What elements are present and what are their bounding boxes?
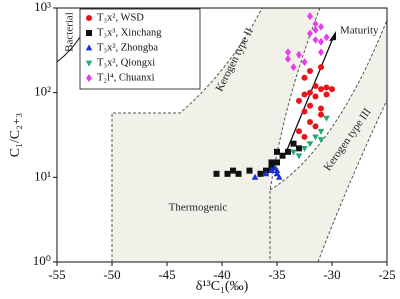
legend-label: T₃x², Qiongxi	[97, 57, 155, 68]
legend-label: T₃x², Zhongba	[97, 42, 158, 53]
y-tick-label: 10⁰	[33, 253, 51, 268]
point	[275, 173, 283, 180]
point	[301, 74, 308, 81]
legend-marker	[86, 30, 92, 36]
point	[274, 148, 280, 155]
point	[307, 68, 313, 75]
point	[323, 33, 330, 42]
point	[312, 26, 319, 34]
point	[307, 12, 313, 21]
point	[307, 29, 313, 38]
kerogen-iii-boundary	[269, 19, 388, 263]
point	[301, 133, 308, 140]
legend-label: T₂l⁴, Chuanxi	[97, 72, 155, 83]
y-tick-label: 10³	[34, 0, 51, 14]
point	[312, 35, 319, 44]
y-axis-label: C₁/C₂₊₃	[8, 113, 23, 158]
legend-marker	[86, 15, 92, 21]
point	[285, 48, 291, 57]
point	[317, 128, 325, 135]
point	[323, 91, 330, 98]
point	[318, 86, 324, 93]
point	[306, 141, 314, 148]
x-tick-label: -25	[378, 267, 395, 282]
x-tick-label: -35	[268, 267, 285, 282]
point	[285, 55, 291, 63]
point	[323, 115, 330, 122]
point	[235, 170, 242, 177]
point	[318, 64, 324, 71]
point	[290, 140, 297, 147]
point	[274, 159, 280, 166]
point	[290, 63, 297, 72]
legend-label: T₃x², WSD	[97, 12, 144, 23]
y-tick-label: 10¹	[34, 168, 51, 183]
legend-box	[79, 8, 201, 90]
point	[273, 170, 281, 177]
point	[323, 84, 330, 91]
point	[296, 128, 302, 135]
point	[312, 123, 319, 130]
point	[318, 22, 324, 31]
point	[262, 170, 270, 177]
point	[246, 167, 253, 174]
point	[318, 105, 324, 112]
point	[271, 164, 279, 171]
point	[301, 91, 308, 98]
thermogenic-boundary	[111, 7, 263, 262]
legend-marker	[85, 60, 93, 67]
point	[296, 50, 302, 59]
point	[307, 89, 313, 96]
point	[257, 170, 264, 177]
x-tick-label: -55	[48, 267, 65, 282]
point	[251, 173, 259, 180]
point	[318, 37, 324, 46]
x-tick-label: -50	[103, 267, 120, 282]
annotation: Thermogenic	[169, 202, 228, 214]
point	[318, 111, 324, 118]
point	[312, 134, 319, 141]
point	[312, 93, 319, 100]
point	[290, 149, 297, 156]
x-axis-label: δ¹³C₁(‰)	[196, 279, 249, 294]
x-tick-label: -40	[213, 267, 230, 282]
point	[279, 152, 286, 159]
annotation: Bacterial	[64, 12, 76, 52]
point	[268, 159, 275, 166]
point	[213, 170, 220, 177]
point	[295, 153, 303, 160]
point	[301, 108, 308, 115]
point	[296, 97, 302, 104]
legend-label: T₃x³, Xinchang	[97, 27, 162, 38]
region-fill	[112, 8, 387, 262]
point	[307, 102, 313, 109]
point	[230, 167, 236, 174]
legend-marker	[86, 74, 92, 82]
point	[268, 167, 275, 174]
point	[224, 170, 231, 177]
point	[317, 137, 325, 144]
point	[318, 48, 324, 57]
point	[329, 86, 335, 93]
point	[296, 145, 302, 152]
annotation: Maturity	[340, 25, 379, 37]
legend-marker	[85, 44, 93, 51]
maturity-arrowhead	[329, 31, 336, 41]
x-tick-label: -30	[323, 267, 340, 282]
point	[312, 19, 319, 28]
point	[285, 148, 291, 155]
point	[312, 82, 319, 89]
y-tick-label: 10²	[34, 84, 51, 99]
x-tick-label: -45	[158, 267, 175, 282]
point	[307, 119, 313, 126]
point	[301, 145, 308, 152]
point	[301, 58, 308, 66]
